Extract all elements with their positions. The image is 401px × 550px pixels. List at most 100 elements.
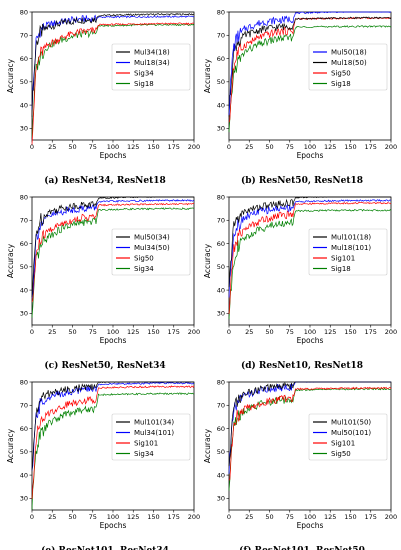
x-tick-label: 25 — [245, 328, 253, 336]
legend-label: Mul101(34) — [134, 419, 174, 427]
x-tick-label: 100 — [107, 328, 119, 336]
x-tick-label: 75 — [89, 143, 97, 151]
x-tick-label: 75 — [89, 513, 97, 521]
x-axis-label: Epochs — [297, 521, 324, 530]
x-tick-label: 100 — [107, 143, 119, 151]
series-line-Sig18 — [31, 23, 195, 137]
x-tick-label: 175 — [168, 513, 180, 521]
x-axis-label: Epochs — [100, 151, 127, 160]
y-tick-label: 80 — [20, 193, 28, 201]
legend-label: Sig101 — [331, 440, 355, 448]
series-line-Sig18 — [228, 209, 392, 320]
x-tick-label: 200 — [385, 143, 397, 151]
x-tick-label: 175 — [365, 328, 377, 336]
subplot-c: 0 25 50 75 100 125 150 175 200 30 40 50 60 70 80 Epochs… — [6, 193, 200, 371]
subplot-caption: (c) ResNet50, ResNet34 — [44, 360, 165, 371]
y-tick-label: 80 — [20, 8, 28, 16]
legend-box — [308, 413, 388, 461]
y-tick-label: 50 — [20, 448, 28, 456]
x-tick-label: 75 — [286, 143, 294, 151]
y-tick-label: 70 — [217, 32, 225, 40]
y-tick-label: 80 — [217, 8, 225, 16]
legend-label: Sig101 — [331, 255, 355, 263]
series-line-Mul101(34) — [31, 381, 194, 471]
y-tick-label: 40 — [217, 101, 225, 109]
x-tick-label: 175 — [168, 143, 180, 151]
series-line-Mul18(101) — [228, 199, 392, 298]
y-tick-label: 40 — [217, 286, 225, 294]
y-tick-label: 60 — [20, 425, 28, 433]
series-line-Mul50(34) — [31, 196, 194, 298]
legend-label: Sig50 — [134, 255, 154, 263]
subplot-a: 0 25 50 75 100 125 150 175 200 30 40 50 60 70 80 Epochs… — [6, 8, 200, 186]
x-tick-label: 125 — [127, 143, 139, 151]
x-tick-label: 25 — [245, 143, 253, 151]
y-tick-label: 60 — [217, 55, 225, 63]
series-line-Mul34(50) — [31, 199, 195, 298]
series-line-Sig34 — [31, 22, 195, 145]
x-axis-label: Epochs — [297, 336, 324, 345]
x-axis-label: Epochs — [100, 336, 127, 345]
x-tick-label: 0 — [30, 513, 34, 521]
legend-box — [111, 413, 191, 461]
subplot-f: 0 25 50 75 100 125 150 175 200 30 40 50 60 70 80 Epochs… — [203, 378, 397, 550]
x-tick-label: 0 — [227, 328, 231, 336]
subplot-caption: (e) ResNet101, ResNet34 — [41, 545, 169, 550]
y-axis-label: Accuracy — [203, 243, 212, 278]
legend-label: Sig18 — [331, 80, 351, 88]
y-tick-label: 50 — [20, 78, 28, 86]
y-tick-label: 40 — [20, 101, 28, 109]
legend-label: Mul50(18) — [331, 49, 367, 57]
legend-box — [111, 43, 191, 91]
subplot-d: 0 25 50 75 100 125 150 175 200 30 40 50 60 70 80 Epochs… — [203, 193, 397, 371]
y-tick-label: 30 — [217, 495, 225, 503]
y-axis-label: Accuracy — [6, 58, 15, 93]
x-axis-label: Epochs — [297, 151, 324, 160]
y-axis-label: Accuracy — [6, 243, 15, 278]
legend-label: Mul50(34) — [134, 234, 170, 242]
subplot-caption: (f) ResNet101, ResNet50 — [239, 545, 365, 550]
legend-label: Sig50 — [331, 70, 351, 78]
x-tick-label: 50 — [68, 143, 76, 151]
legend-box — [308, 228, 388, 276]
x-tick-label: 125 — [127, 513, 139, 521]
y-tick-label: 70 — [20, 32, 28, 40]
x-tick-label: 125 — [324, 328, 336, 336]
x-tick-label: 75 — [286, 513, 294, 521]
y-tick-label: 50 — [217, 448, 225, 456]
legend-label: Mul18(101) — [331, 244, 371, 252]
subplot-b: 0 25 50 75 100 125 150 175 200 30 40 50 60 70 80 Epochs… — [203, 8, 397, 186]
series-line-Sig50 — [31, 202, 195, 302]
y-axis-label: Accuracy — [203, 58, 212, 93]
y-tick-label: 70 — [217, 217, 225, 225]
x-tick-label: 0 — [227, 143, 231, 151]
x-tick-label: 50 — [68, 513, 76, 521]
y-tick-label: 30 — [217, 310, 225, 318]
y-tick-label: 50 — [217, 78, 225, 86]
subplot-e: 0 25 50 75 100 125 150 175 200 30 40 50 60 70 80 Epochs… — [6, 378, 200, 550]
x-tick-label: 0 — [30, 328, 34, 336]
y-tick-label: 60 — [20, 55, 28, 63]
series-line-Sig50 — [228, 387, 392, 491]
x-tick-label: 25 — [48, 513, 56, 521]
series-line-Sig18 — [228, 25, 392, 133]
x-tick-label: 100 — [304, 513, 316, 521]
y-tick-label: 80 — [217, 378, 225, 386]
x-tick-label: 150 — [344, 328, 356, 336]
legend-box — [111, 228, 191, 276]
y-tick-label: 50 — [20, 263, 28, 271]
legend-label: Mul50(101) — [331, 429, 371, 437]
legend-label: Sig18 — [134, 80, 154, 88]
legend-box — [308, 43, 388, 91]
series-line-Sig101 — [228, 386, 392, 481]
legend-label: Sig101 — [134, 440, 158, 448]
x-tick-label: 200 — [385, 328, 397, 336]
x-axis-label: Epochs — [100, 521, 127, 530]
series-line-Mul18(50) — [228, 16, 392, 117]
series-line-Mul18(34) — [31, 14, 195, 110]
x-tick-label: 150 — [147, 328, 159, 336]
x-tick-label: 150 — [344, 513, 356, 521]
series-line-Sig34 — [31, 207, 195, 318]
x-tick-label: 100 — [107, 513, 119, 521]
